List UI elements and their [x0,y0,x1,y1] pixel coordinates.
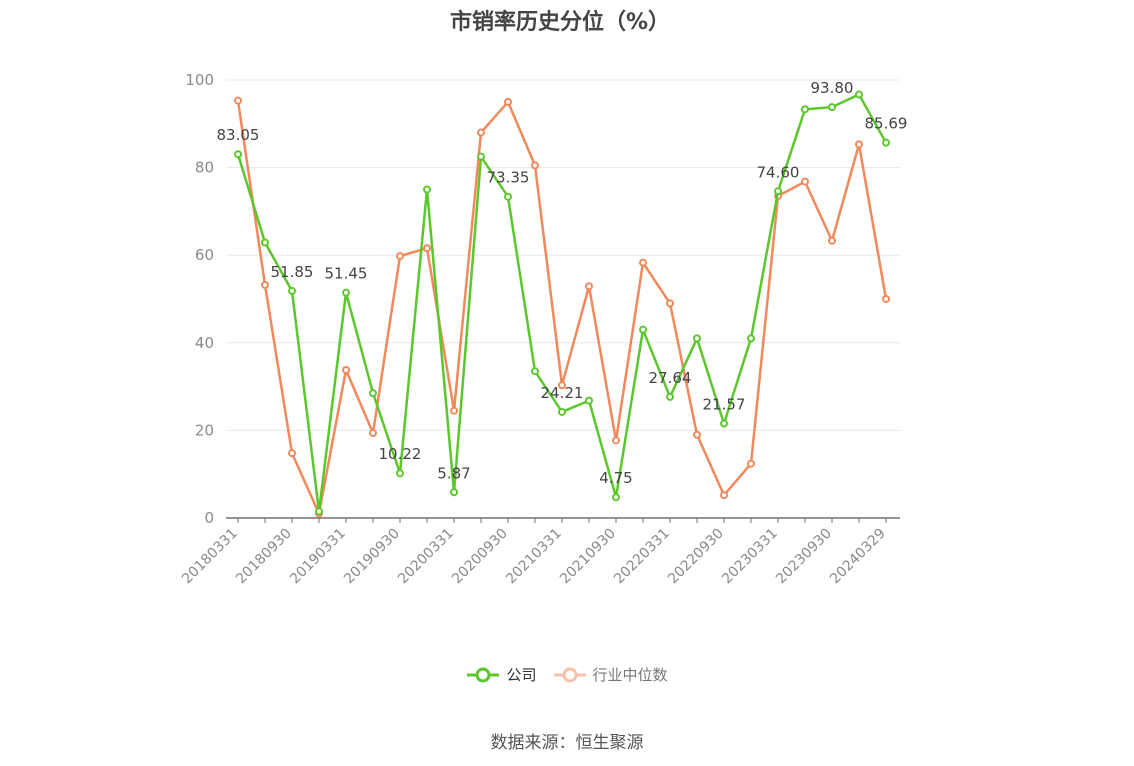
data-point-company [558,407,566,416]
data-point-company [234,150,242,159]
legend-marker-company-icon [467,667,500,682]
chart-title: 市销率历史分位（%） [449,10,671,35]
data-point-industry-median [639,258,647,267]
data-point-industry-median [288,449,296,458]
data-point-industry-median [720,491,728,500]
data-point-industry-median [612,436,620,445]
legend-item-industry-median[interactable]: 行业中位数 [553,664,668,685]
x-tick-label: 20230930 [773,526,835,588]
data-label: 5.87 [437,464,470,482]
data-point-company [801,105,809,114]
x-tick-label: 20230331 [719,526,781,588]
legend-label-company: 公司 [506,666,537,684]
y-tick-label: 100 [185,71,214,89]
data-label: 51.85 [271,263,314,281]
source-note: 数据来源：恒生聚源 [490,733,644,753]
y-tick-label: 20 [195,421,214,439]
x-tick-label: 20220331 [611,526,673,588]
data-label: 83.05 [217,126,260,144]
data-label: 73.35 [487,169,530,187]
x-tick-label: 20180331 [179,526,241,588]
data-point-company [261,238,269,247]
x-tick-label: 20240329 [827,526,889,588]
grid-lines [226,79,900,431]
data-point-company [315,507,323,516]
series-lines [234,90,890,518]
data-point-industry-median [801,177,809,186]
data-point-company [720,419,728,428]
x-tick-label: 20210930 [557,526,619,588]
legend-item-company[interactable]: 公司 [466,664,537,685]
x-tick-label: 20200930 [449,526,511,588]
data-point-industry-median [234,96,242,105]
data-point-industry-median [585,282,593,291]
x-tick-label: 20190331 [287,526,349,588]
data-point-company [639,325,647,334]
data-point-industry-median [855,140,863,149]
data-point-company [450,488,458,497]
data-point-company [477,152,485,161]
data-label: 21.57 [703,396,746,414]
data-point-company [612,493,620,502]
data-point-industry-median [261,280,269,289]
legend-label-industry-median: 行业中位数 [592,666,668,684]
data-point-company [369,389,377,398]
x-tick-label: 20200331 [395,526,457,588]
data-label: 4.75 [599,469,632,487]
data-label: 51.45 [325,265,368,283]
data-point-company [693,334,701,343]
data-point-company [585,396,593,405]
data-label: 85.69 [865,115,908,133]
data-point-industry-median [828,236,836,245]
data-point-industry-median [882,295,890,303]
data-label: 74.60 [757,163,800,181]
data-label: 24.21 [541,384,584,402]
data-point-company [747,334,755,343]
series-line-company [236,93,888,513]
data-point-industry-median [450,406,458,415]
data-point-company [504,192,512,201]
data-point-company [882,138,890,147]
data-point-company [774,187,782,196]
data-point-company [666,392,674,401]
y-tick-label: 0 [204,509,214,527]
data-point-industry-median [531,161,539,170]
data-point-industry-median [477,128,485,137]
legend: 公司 行业中位数 [0,664,1134,685]
legend-marker-industry-median-icon [553,667,586,682]
data-point-industry-median [342,365,350,374]
y-tick-label: 60 [195,246,214,264]
data-point-industry-median [423,244,431,253]
data-point-industry-median [747,459,755,468]
x-tick-label: 20210331 [503,526,565,588]
x-tick-label: 20190930 [341,526,403,588]
data-label: 10.22 [379,445,422,463]
y-tick-label: 40 [195,334,214,352]
data-point-industry-median [504,97,512,106]
data-label: 27.64 [649,369,692,387]
data-point-industry-median [558,381,566,390]
data-label: 93.80 [811,79,854,97]
y-tick-label: 80 [195,159,214,177]
data-point-company [423,185,431,194]
x-tick-label: 20180930 [233,526,295,588]
data-point-company [396,469,404,478]
data-labels: 83.05 51.85 51.45 10.22 5.87 73.35 24.21 4.75 27… [217,79,908,487]
data-point-industry-median [666,299,674,308]
x-tick-label: 20220930 [665,526,727,588]
data-point-industry-median [693,430,701,439]
data-point-company [531,367,539,376]
data-point-company [855,90,863,99]
data-point-industry-median [396,252,404,261]
data-point-company [828,103,836,112]
data-point-company [288,286,296,295]
data-point-company [342,288,350,297]
data-point-industry-median [369,429,377,438]
